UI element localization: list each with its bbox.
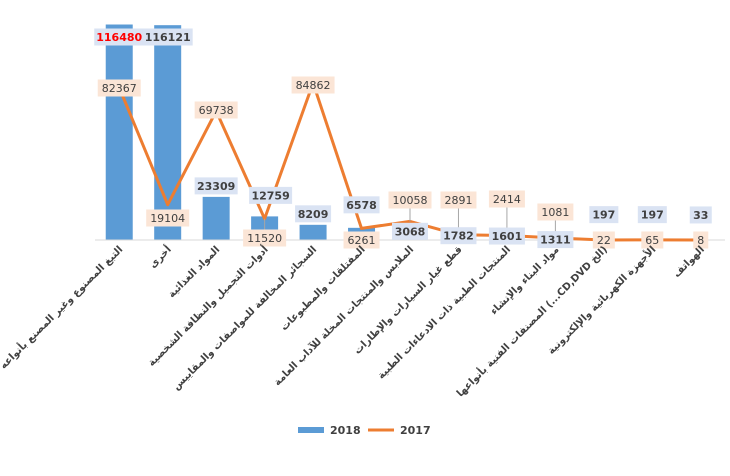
label-2018-8-box	[488, 227, 525, 245]
label-2017-10: 22	[597, 234, 611, 247]
data-labels-2018: 116480 116121 23309 12759 8209 6578 3068 1782 16…	[94, 28, 712, 249]
bar-2018-1	[154, 25, 182, 241]
label-2018-8: 1601	[492, 230, 523, 243]
label-2017-3: 11520	[247, 232, 282, 245]
label-2017-9: 1081	[541, 206, 569, 219]
category-label-2: المواد الغذائية	[166, 244, 222, 300]
label-2018-11: 197	[641, 209, 664, 222]
label-2018-3: 12759	[251, 189, 289, 202]
label-2018-6-box	[392, 222, 428, 240]
label-2017-2: 69738	[199, 104, 234, 117]
label-2018-4-box	[295, 205, 332, 223]
label-2018-5: 6578	[346, 199, 377, 212]
legend-label-2017: 2017	[400, 424, 431, 437]
category-label-0: التبغ المصنوع وغير المصنع بأنواعه	[0, 243, 125, 372]
label-2018-4: 8209	[298, 208, 329, 221]
label-2017-1-box	[146, 209, 190, 227]
label-2017-8-box	[488, 190, 525, 208]
label-2017-7-box	[440, 191, 477, 209]
label-2018-7-box	[440, 227, 477, 245]
label-2018-5-box	[343, 196, 380, 214]
category-label-5: المفتلقات والمطبوعات	[279, 244, 368, 333]
bar-2018-2	[202, 196, 230, 240]
label-2017-7: 2891	[444, 194, 472, 207]
label-2017-5: 6261	[348, 234, 376, 247]
label-2017-12-box	[693, 231, 709, 249]
label-2018-7: 1782	[443, 230, 474, 243]
label-2017-4-box	[291, 76, 335, 94]
label-2018-12: 33	[693, 209, 708, 222]
bar-2018-0	[105, 24, 133, 241]
label-2017-12: 8	[697, 234, 704, 247]
label-2017-3-box	[243, 229, 287, 247]
label-2017-4: 84862	[296, 79, 331, 92]
label-2018-10-box	[589, 206, 619, 224]
label-2017-6-box	[388, 191, 432, 209]
label-2017-1: 19104	[150, 212, 185, 225]
category-labels: التبغ المصنوع وغير المصنع بأنواعه أخرىالم…	[0, 243, 707, 399]
label-2018-12-box	[689, 206, 712, 224]
point-2017-1	[166, 203, 170, 207]
bar-2018-4	[299, 224, 327, 240]
label-2017-0-box	[97, 79, 141, 97]
data-labels-2017: 82367 19104 69738 11520 84862 6261 10058 2891 24…	[97, 76, 709, 249]
legend-label-2018: 2018	[330, 424, 361, 437]
label-2018-10: 197	[592, 209, 615, 222]
label-2017-9-box	[537, 203, 574, 221]
category-label-1: أخرى	[146, 243, 174, 271]
label-2018-2-box	[194, 177, 238, 195]
label-2018-1: 116121	[145, 31, 191, 44]
label-2018-0-box	[94, 28, 145, 46]
label-2017-8: 2414	[493, 193, 521, 206]
label-2017-5-box	[343, 231, 380, 249]
label-2018-3-box	[249, 186, 293, 204]
label-2017-11: 65	[645, 234, 659, 247]
category-label-12: الهواتف	[671, 244, 706, 279]
label-2018-0: 116480	[96, 31, 142, 44]
legend: 2018 2017	[298, 424, 431, 437]
legend-swatch-2018	[298, 427, 324, 433]
label-2017-10-box	[592, 231, 615, 249]
label-2017-0: 82367	[102, 82, 137, 95]
label-2017-11-box	[641, 231, 664, 249]
point-2017-5	[360, 226, 364, 230]
label-2018-11-box	[637, 206, 667, 224]
label-2018-9-box	[537, 231, 574, 249]
label-2018-1-box	[142, 28, 193, 46]
label-2018-6: 3068	[395, 225, 426, 238]
label-2017-6: 10058	[393, 194, 428, 207]
label-2018-2: 23309	[197, 180, 235, 193]
label-2017-2-box	[194, 101, 238, 119]
label-2018-9: 1311	[540, 234, 571, 247]
